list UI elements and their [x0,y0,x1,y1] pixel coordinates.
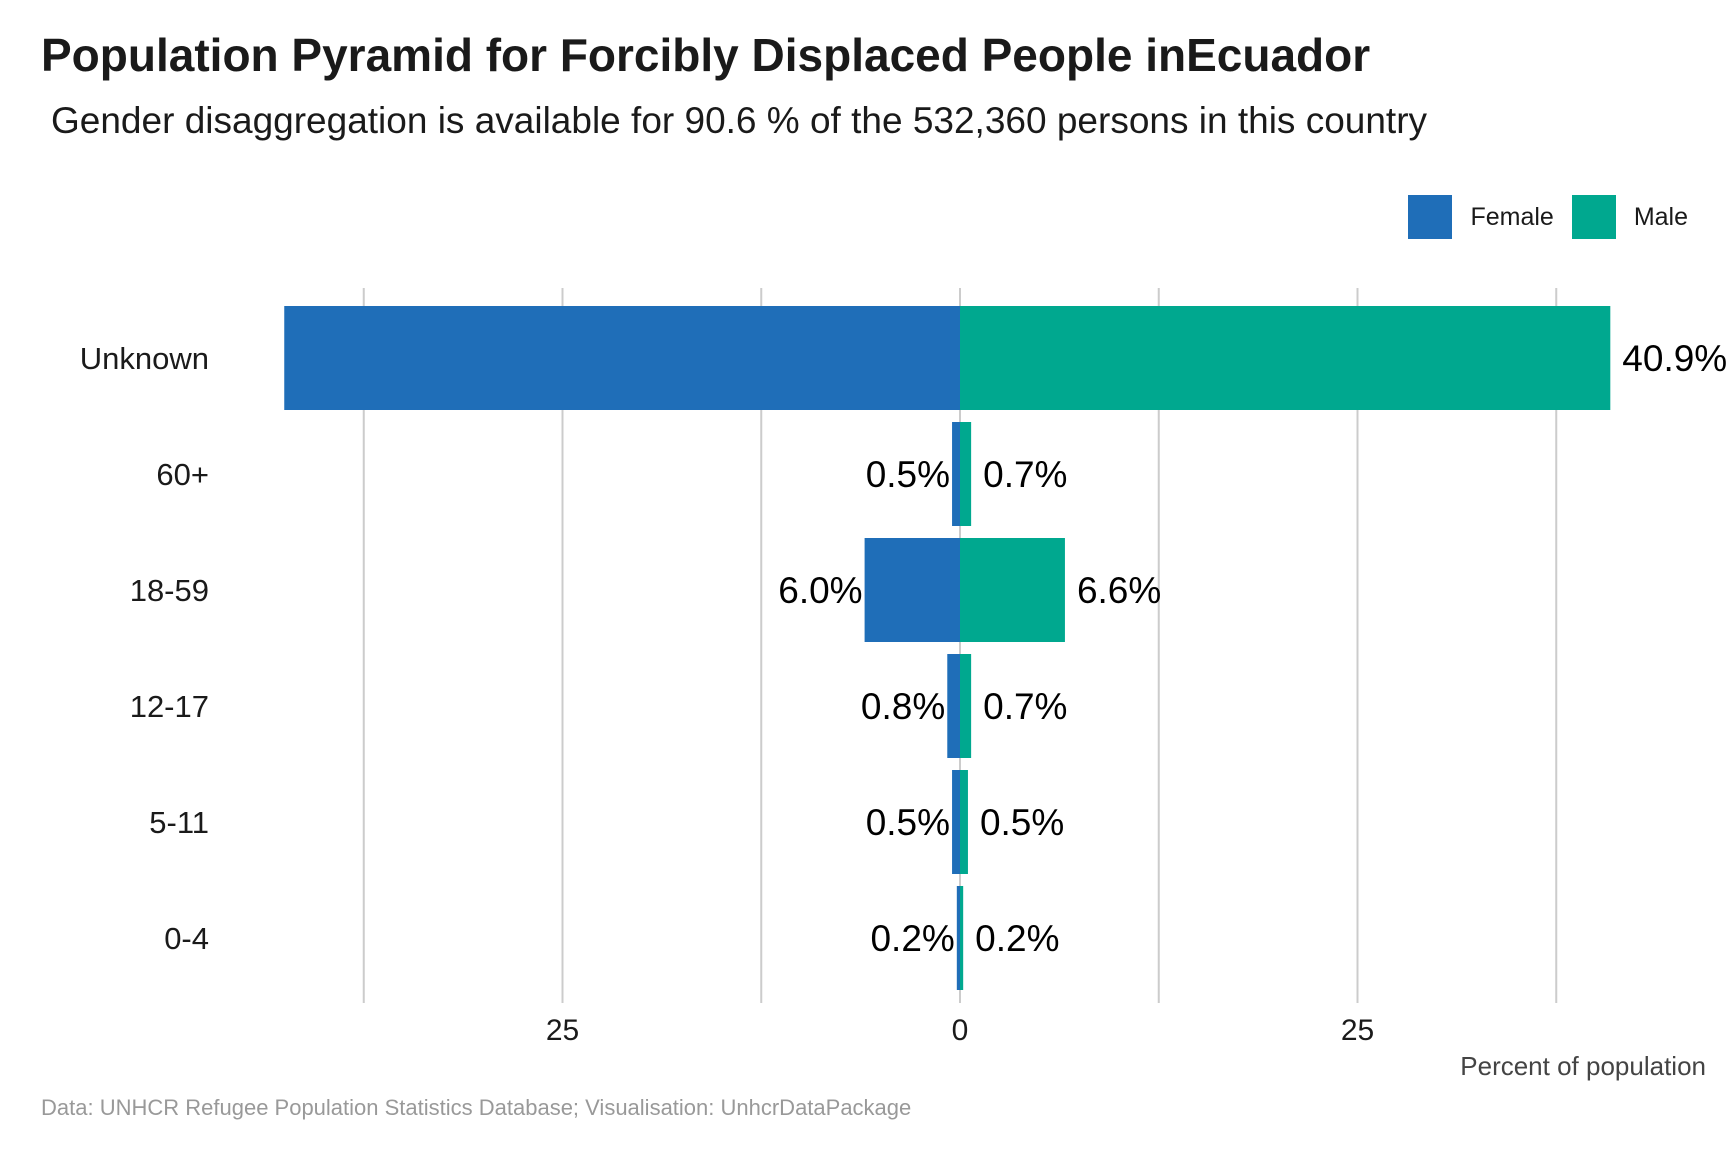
data-label-male: 0.5% [980,802,1064,843]
data-label-female: 0.5% [866,454,950,495]
y-category-label: 18-59 [130,573,209,608]
bar-female [952,770,960,874]
chart-subtitle: Gender disaggregation is available for 9… [51,100,1428,141]
y-category-label: 5-11 [149,805,209,840]
bar-female [956,886,960,990]
y-category-label: 0-4 [164,921,209,956]
bar-male [960,306,1611,410]
data-label-male: 40.9% [1622,338,1727,379]
x-tick-label: 25 [546,1014,579,1047]
data-label-female: 0.8% [861,686,945,727]
bar-female [947,654,960,758]
data-label-male: 0.7% [983,686,1067,727]
y-category-label: 12-17 [130,689,209,724]
bar-female [864,538,960,642]
legend-label-female: Female [1470,202,1554,231]
bar-male [960,886,964,990]
data-label-female: 0.2% [870,918,954,959]
legend-item-female: Female [1408,195,1554,239]
data-label-male: 0.7% [983,454,1067,495]
y-category-label: Unknown [80,341,209,376]
legend-swatch-male [1571,195,1616,239]
legend-swatch-female [1408,195,1453,239]
legend-item-male: Male [1571,195,1688,239]
legend: Female Male [1390,195,1688,239]
data-label-male: 0.2% [975,918,1059,959]
data-label-female: 6.0% [778,570,862,611]
x-tick-label: 0 [952,1014,969,1047]
y-category-label: 60+ [156,457,209,492]
bar-male [960,654,972,758]
x-tick-label: 25 [1341,1014,1374,1047]
data-label-male: 6.6% [1077,570,1161,611]
x-axis-title: Percent of population [1460,1051,1706,1081]
bar-male [960,538,1065,642]
chart-caption: Data: UNHCR Refugee Population Statistic… [41,1095,912,1120]
bar-female [952,422,960,526]
data-label-female: 0.5% [866,802,950,843]
bar-male [960,422,972,526]
bar-female [284,306,960,410]
chart-title: Population Pyramid for Forcibly Displace… [41,29,1371,81]
legend-label-male: Male [1633,202,1688,231]
bar-male [960,770,968,874]
